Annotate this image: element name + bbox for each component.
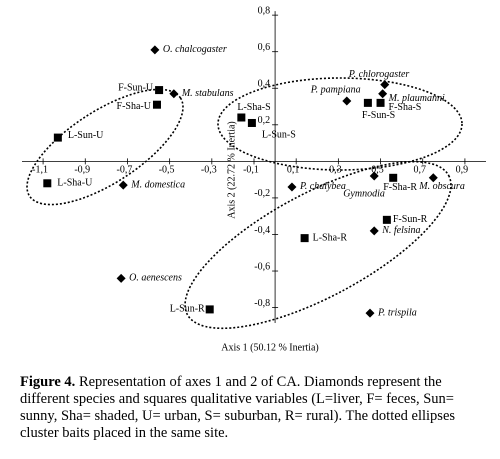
point-label: F-Sha-R bbox=[383, 182, 417, 193]
species-point bbox=[369, 171, 379, 181]
x-tick-label: -1,1 bbox=[32, 165, 48, 176]
caption-label: Figure 4. bbox=[20, 374, 76, 390]
point-label: L-Sun-R bbox=[170, 304, 205, 315]
x-tick-label: -0,5 bbox=[159, 165, 175, 176]
x-tick-label: -0,7 bbox=[117, 165, 133, 176]
variable-point bbox=[363, 98, 372, 107]
point-label: L-Sha-U bbox=[57, 178, 93, 189]
point-label: L-Sun-U bbox=[68, 130, 104, 141]
point-label: M. obscura bbox=[418, 181, 465, 192]
cluster-ellipse bbox=[217, 77, 463, 171]
species-point bbox=[118, 180, 128, 190]
point-label: L-Sha-S bbox=[237, 102, 270, 113]
species-point bbox=[116, 273, 126, 283]
species-point bbox=[365, 308, 375, 318]
point-label: P. chlorogaster bbox=[348, 69, 410, 80]
caption: Figure 4. Representation of axes 1 and 2… bbox=[20, 374, 486, 442]
y-tick-label: -0,2 bbox=[254, 188, 270, 199]
y-tick-label: -0,6 bbox=[254, 261, 270, 272]
variable-point bbox=[382, 215, 391, 224]
y-tick-label: -0,8 bbox=[254, 298, 270, 309]
variable-point bbox=[376, 98, 385, 107]
point-label: O. chalcogaster bbox=[163, 44, 227, 55]
point-label: N. felsina bbox=[381, 225, 420, 236]
y-tick-label: 0,2 bbox=[258, 115, 271, 126]
x-tick-label: -0,1 bbox=[243, 165, 259, 176]
x-tick-label: 0,7 bbox=[413, 165, 426, 176]
x-axis-label: Axis 1 (50.12 % Inertia) bbox=[221, 342, 318, 353]
point-label: M. plaumanni bbox=[388, 93, 445, 104]
y-tick-label: -0,4 bbox=[254, 225, 270, 236]
point-label: P. pampiana bbox=[310, 84, 361, 95]
variable-point bbox=[53, 133, 62, 142]
chart: Axis 1 (50.12 % Inertia) Axis 2 (22.72 %… bbox=[22, 5, 486, 353]
point-label: L-Sha-R bbox=[313, 232, 348, 243]
y-tick-label: 0,6 bbox=[258, 42, 271, 53]
point-label: Gymnodia bbox=[343, 188, 385, 199]
cluster-ellipse bbox=[184, 160, 452, 330]
x-tick-label: 0,9 bbox=[456, 165, 469, 176]
y-axis-label: Axis 2 (22.72 % Inertia) bbox=[226, 121, 237, 218]
species-point bbox=[380, 80, 390, 90]
point-label: F-Sha-S bbox=[389, 102, 422, 113]
x-tick-label: 0,3 bbox=[329, 165, 342, 176]
x-tick-label: -0,3 bbox=[201, 165, 217, 176]
point-label: M. stabulans bbox=[181, 88, 234, 99]
point-label: L-Sun-S bbox=[262, 129, 296, 140]
point-label: F-Sun-U bbox=[118, 82, 154, 93]
point-label: M. domestica bbox=[130, 179, 185, 190]
species-point bbox=[150, 45, 160, 55]
x-tick-label: 0,1 bbox=[287, 165, 300, 176]
species-point bbox=[287, 182, 297, 192]
caption-text: Representation of axes 1 and 2 of CA. Di… bbox=[20, 374, 456, 441]
species-point bbox=[428, 173, 438, 183]
y-tick-label: 0,4 bbox=[258, 79, 271, 90]
x-tick-label: -0,9 bbox=[74, 165, 90, 176]
variable-point bbox=[152, 100, 161, 109]
variable-point bbox=[43, 179, 52, 188]
variable-point bbox=[247, 118, 256, 127]
point-label: F-Sun-S bbox=[362, 110, 395, 121]
point-label: O. aenescens bbox=[129, 273, 182, 284]
species-point bbox=[369, 226, 379, 236]
species-point bbox=[342, 96, 352, 106]
cluster-ellipse bbox=[26, 88, 184, 206]
point-label: P. chalybea bbox=[299, 181, 346, 192]
point-label: F-Sha-U bbox=[117, 101, 152, 112]
species-point bbox=[169, 89, 179, 99]
x-tick-label: 0,5 bbox=[371, 165, 384, 176]
variable-point bbox=[300, 234, 309, 243]
variable-point bbox=[389, 173, 398, 182]
variable-point bbox=[155, 86, 164, 95]
y-tick-label: 0,8 bbox=[258, 5, 271, 16]
species-point bbox=[378, 89, 388, 99]
variable-point bbox=[237, 113, 246, 122]
point-label: P. trispila bbox=[377, 307, 417, 318]
point-label: F-Sun-R bbox=[393, 214, 428, 225]
variable-point bbox=[205, 305, 214, 314]
